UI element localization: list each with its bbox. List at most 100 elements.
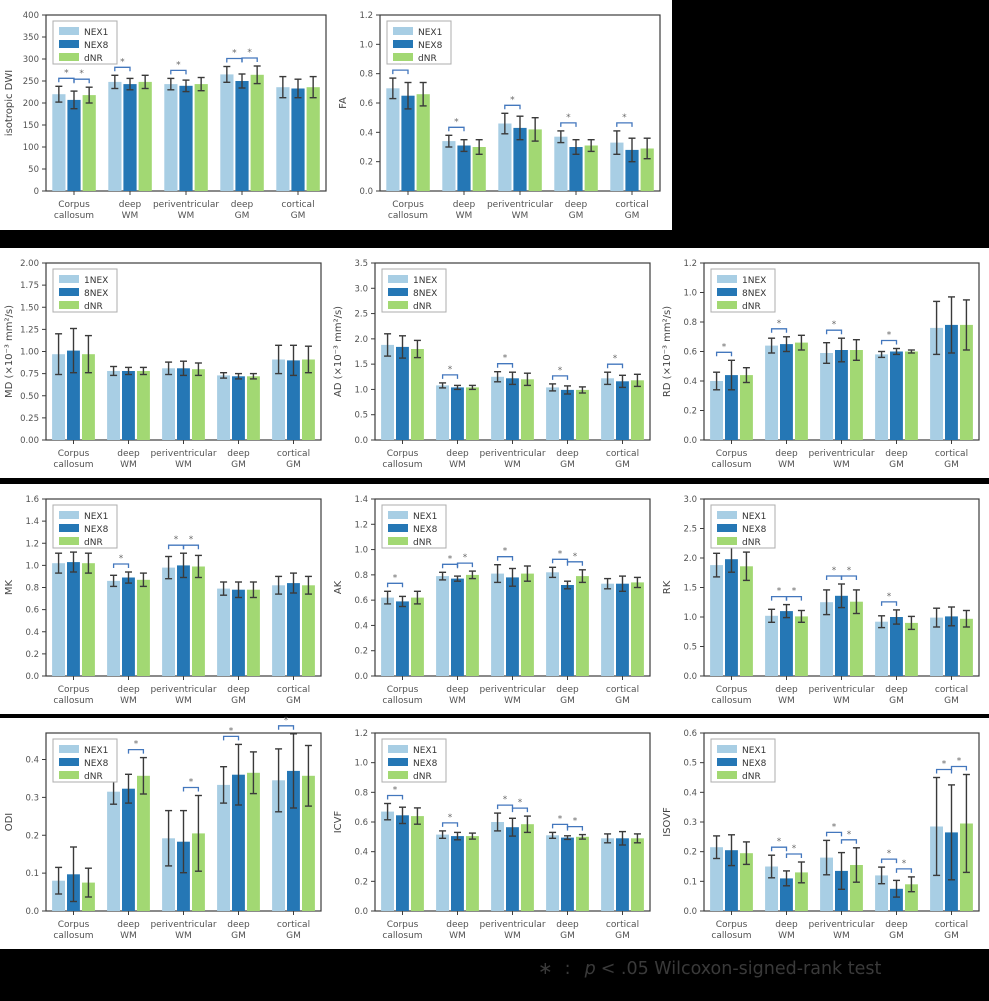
svg-text:callosum: callosum — [711, 696, 751, 706]
svg-text:*: * — [573, 817, 578, 827]
svg-text:MD (×10⁻³ mm²/s): MD (×10⁻³ mm²/s) — [4, 305, 15, 398]
svg-text:*: * — [622, 113, 627, 123]
svg-text:GM: GM — [944, 931, 959, 941]
svg-text:GM: GM — [889, 696, 904, 706]
svg-text:*: * — [463, 553, 468, 563]
svg-text:cortical: cortical — [281, 200, 314, 210]
svg-text:cortical: cortical — [277, 449, 310, 459]
svg-text:1.2: 1.2 — [354, 729, 368, 739]
svg-text:1.2: 1.2 — [354, 520, 368, 530]
svg-text:*: * — [64, 68, 69, 78]
svg-text:GM: GM — [569, 211, 584, 221]
svg-text:GM: GM — [291, 211, 306, 221]
svg-text:NEX1: NEX1 — [742, 746, 766, 756]
svg-text:callosum: callosum — [382, 460, 422, 470]
svg-text:NEX1: NEX1 — [84, 512, 108, 522]
svg-text:periventricular: periventricular — [479, 685, 545, 695]
svg-text:periventricular: periventricular — [153, 200, 219, 210]
svg-text:callosum: callosum — [53, 696, 93, 706]
svg-text:callosum: callosum — [382, 931, 422, 941]
svg-text:WM: WM — [778, 460, 795, 470]
svg-text:0.2: 0.2 — [683, 407, 697, 417]
svg-text:WM: WM — [120, 460, 137, 470]
svg-text:GM: GM — [615, 696, 630, 706]
svg-text:0.0: 0.0 — [25, 672, 39, 682]
svg-text:deep: deep — [119, 200, 142, 210]
svg-text:MK: MK — [4, 579, 15, 595]
svg-text:3.5: 3.5 — [354, 259, 368, 269]
svg-text:1.6: 1.6 — [25, 495, 39, 505]
svg-text:350: 350 — [23, 33, 39, 43]
svg-text:callosum: callosum — [53, 460, 93, 470]
svg-text:deep: deep — [453, 200, 476, 210]
svg-text:WM: WM — [504, 460, 521, 470]
svg-text:GM: GM — [944, 696, 959, 706]
svg-text:0: 0 — [34, 187, 39, 197]
svg-text:deep: deep — [556, 920, 579, 930]
svg-text:WM: WM — [512, 211, 529, 221]
svg-text:8NEX: 8NEX — [742, 289, 766, 299]
svg-text:50: 50 — [28, 165, 39, 175]
svg-text:1.25: 1.25 — [20, 325, 39, 335]
svg-text:deep: deep — [117, 449, 140, 459]
svg-text:GM: GM — [286, 931, 301, 941]
svg-text:ICVF: ICVF — [333, 810, 344, 833]
svg-text:100: 100 — [23, 143, 39, 153]
svg-text:callosum: callosum — [711, 460, 751, 470]
svg-text:0.6: 0.6 — [354, 596, 368, 606]
svg-text:Corpus: Corpus — [58, 200, 90, 210]
chart-odi: 0.00.10.20.30.4CorpuscallosumdeepWMperiv… — [4, 716, 322, 941]
svg-text:GM: GM — [615, 931, 630, 941]
svg-text:dNR: dNR — [84, 538, 103, 548]
svg-text:GM: GM — [944, 460, 959, 470]
chart-isovf: 0.00.10.20.30.40.50.6CorpuscallosumdeepW… — [662, 729, 980, 941]
svg-text:8NEX: 8NEX — [413, 289, 437, 299]
svg-text:deep: deep — [775, 920, 798, 930]
svg-text:*: * — [232, 49, 237, 59]
svg-text:150: 150 — [23, 121, 39, 131]
svg-text:*: * — [284, 716, 289, 726]
svg-text:NEX8: NEX8 — [742, 759, 767, 769]
svg-text:0.2: 0.2 — [354, 647, 368, 657]
svg-text:*: * — [174, 535, 179, 545]
svg-text:*: * — [613, 354, 618, 364]
svg-text:GM: GM — [560, 931, 575, 941]
svg-text:1.4: 1.4 — [25, 517, 39, 527]
svg-text:*: * — [503, 354, 508, 364]
svg-text:deep: deep — [227, 920, 250, 930]
svg-text:0.2: 0.2 — [25, 650, 39, 660]
svg-text:0.8: 0.8 — [25, 584, 39, 594]
svg-text:NEX8: NEX8 — [84, 41, 109, 51]
svg-text:0.4: 0.4 — [25, 756, 39, 766]
panel-row-1: 0 50 100 150 200 250 300 350 400 Corpus callosum de… — [0, 0, 672, 230]
svg-text:GM: GM — [286, 460, 301, 470]
svg-text:WM: WM — [449, 460, 466, 470]
svg-text:periventricular: periventricular — [487, 200, 553, 210]
chart-rk: 0.00.51.01.52.02.53.0CorpuscallosumdeepW… — [662, 495, 980, 706]
svg-text:0.4: 0.4 — [25, 628, 39, 638]
svg-text:2.0: 2.0 — [683, 554, 697, 564]
svg-text:periventricular: periventricular — [150, 685, 216, 695]
svg-text:*: * — [503, 547, 508, 557]
svg-text:GM: GM — [560, 460, 575, 470]
svg-text:RD (×10⁻³ mm²/s): RD (×10⁻³ mm²/s) — [662, 306, 673, 397]
svg-text:GM: GM — [231, 696, 246, 706]
svg-text:NEX1: NEX1 — [742, 512, 766, 522]
svg-text:0.4: 0.4 — [359, 128, 373, 138]
svg-text:cortical: cortical — [935, 449, 968, 459]
svg-text:WM: WM — [175, 696, 192, 706]
panel-row-3: 0.0 0.2 0.4 0.6 0.8 1.0 1.2 1.4 1.6 Corpus callosu… — [0, 484, 989, 714]
svg-text:8NEX: 8NEX — [84, 289, 108, 299]
svg-text:1.75: 1.75 — [20, 281, 39, 291]
svg-text:0.6: 0.6 — [354, 818, 368, 828]
svg-text:*: * — [847, 830, 852, 840]
svg-text:0.1: 0.1 — [25, 869, 39, 879]
svg-text:*: * — [722, 342, 727, 352]
svg-text:*: * — [957, 757, 962, 767]
svg-text:WM: WM — [778, 696, 795, 706]
svg-text:1.2: 1.2 — [25, 539, 39, 549]
svg-text:*: * — [229, 726, 234, 736]
svg-text:*: * — [189, 778, 194, 788]
